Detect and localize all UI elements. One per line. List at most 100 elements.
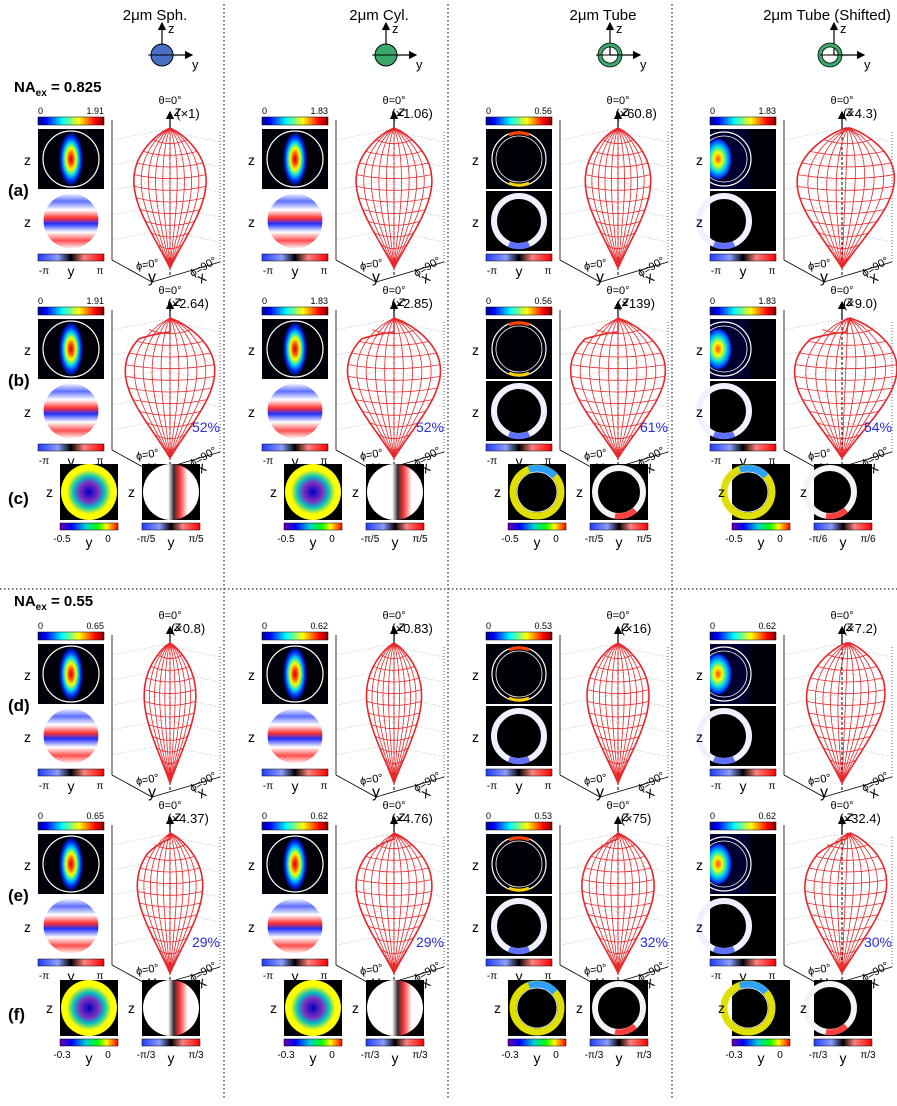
box-grid — [385, 934, 445, 948]
phase-colorbar — [485, 958, 553, 967]
mesh-longitude — [841, 832, 863, 974]
colorbar-max: 0.56 — [534, 296, 552, 306]
phase-min: -π — [263, 971, 273, 982]
box-grid — [161, 229, 221, 243]
colorbar-min: 0 — [486, 106, 491, 116]
mesh-longitude — [384, 317, 395, 459]
phase-min: -π — [39, 456, 49, 467]
phase-colorbar — [589, 522, 649, 531]
z-axis-label: z — [845, 103, 853, 119]
box-grid — [609, 204, 669, 218]
box-grid — [783, 644, 835, 656]
colorbar-min: 0 — [710, 296, 715, 306]
intensity-image — [486, 834, 552, 894]
box-grid — [609, 344, 669, 358]
mesh-longitude — [382, 642, 395, 784]
colorbar-max: 0.65 — [86, 621, 104, 631]
y-axis-label: y — [820, 784, 828, 801]
difference-panel: z -0.5 y 0 z -π/5 y π/5 — [270, 464, 428, 550]
theta-label: θ=0° — [382, 800, 405, 812]
z-axis-label: z — [621, 808, 629, 824]
phase-min: -π — [711, 971, 721, 982]
y-axis-label: y — [372, 784, 380, 801]
box-grid — [559, 859, 611, 871]
intensity-spot — [59, 132, 83, 186]
mesh-longitude — [133, 317, 171, 459]
phase-colorbar — [589, 1038, 649, 1047]
image-y-label: y — [516, 968, 523, 984]
phi0-label: ϕ=0° — [583, 447, 608, 463]
box-edge — [335, 774, 377, 798]
particle-outline — [696, 131, 752, 187]
colorbar-min: 0 — [38, 811, 43, 821]
particle-outline — [495, 840, 543, 888]
box-grid — [111, 129, 163, 141]
image-z-label: z — [696, 404, 703, 420]
amp-min: -0.3 — [277, 1050, 295, 1061]
phase-max: π — [545, 266, 552, 277]
column-title: 2μm Sph. — [123, 7, 188, 24]
mesh-longitude — [155, 127, 171, 269]
intensity-colorbar — [709, 306, 777, 316]
colorbar-max: 1.83 — [310, 296, 328, 306]
mesh-longitude — [142, 317, 171, 459]
amplitude-colorbar — [283, 522, 343, 531]
image-y-label: y — [516, 263, 523, 279]
mesh-longitude — [604, 127, 619, 269]
image-y-label: y — [740, 263, 747, 279]
colorbar-min: 0 — [710, 106, 715, 116]
box-grid — [385, 744, 445, 758]
image-y-label: y — [758, 534, 765, 550]
box-grid — [161, 419, 221, 433]
box-grid — [609, 179, 669, 193]
scale-factor: (×2.85) — [391, 296, 433, 311]
image-z-label: z — [494, 484, 501, 500]
box-grid — [335, 644, 387, 656]
mesh-longitude — [385, 832, 395, 974]
row-label: (d) — [8, 696, 30, 715]
radiation-pattern — [346, 316, 442, 460]
box-grid — [335, 229, 387, 241]
mesh-longitude — [596, 832, 619, 974]
intensity-spot — [710, 319, 750, 379]
phase-max: π — [769, 971, 776, 982]
scale-factor: (×9.0) — [843, 296, 877, 311]
image-z-label: z — [696, 729, 703, 745]
box-grid — [335, 369, 387, 381]
intensity-arc — [508, 886, 530, 892]
amplitude-diff-arc — [527, 980, 558, 995]
mesh-longitude — [156, 832, 171, 974]
box-grid — [833, 694, 893, 708]
radiation-pattern — [805, 642, 886, 785]
mesh-longitude — [841, 127, 849, 269]
image-y-label: y — [616, 534, 623, 550]
particle-outline — [42, 382, 100, 440]
image-z-label: z — [472, 857, 479, 873]
mesh-longitude — [830, 642, 849, 784]
phi0-label: ϕ=0° — [135, 257, 160, 273]
box-grid — [335, 179, 387, 191]
mesh-longitude — [169, 642, 176, 784]
colorbar-min: 0 — [38, 296, 43, 306]
box-grid — [111, 744, 163, 756]
radiation-pattern — [365, 642, 423, 786]
radiation-pattern — [804, 831, 888, 975]
phase-pattern — [267, 193, 323, 249]
scale-factor: (×32.4) — [839, 811, 881, 826]
image-z-label: z — [24, 919, 31, 935]
column-title: 2μm Tube — [569, 7, 636, 24]
box-grid — [833, 909, 893, 923]
intensity-colorbar — [261, 116, 329, 126]
image-z-label: z — [494, 1000, 501, 1016]
axis-y-label: y — [864, 57, 871, 72]
box-grid — [559, 129, 611, 141]
mesh-longitude — [608, 317, 619, 459]
row-label: (c) — [8, 489, 29, 508]
box-edge — [559, 774, 601, 798]
scale-factor: (×16) — [621, 621, 652, 636]
amplitude-diff-pattern — [61, 980, 117, 1036]
phase-colorbar — [709, 768, 777, 777]
percent-label: 32% — [640, 934, 668, 950]
